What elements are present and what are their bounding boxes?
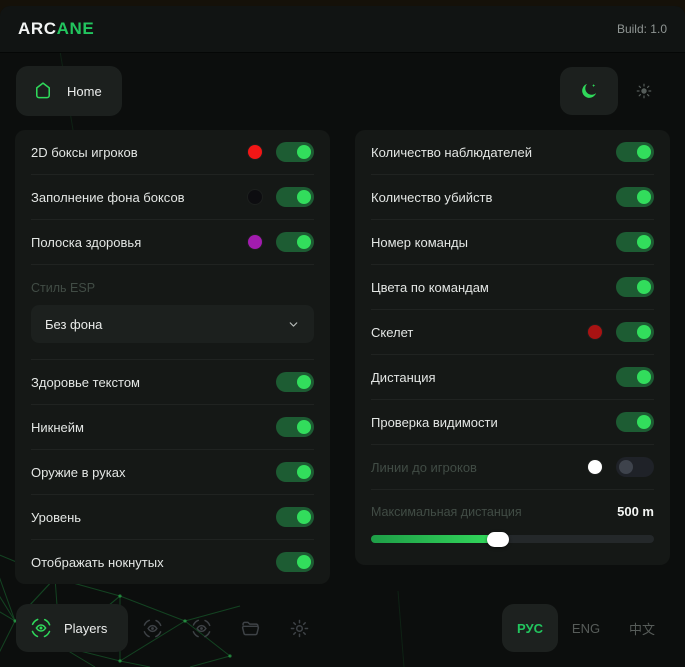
players-tab-button[interactable]: Players bbox=[16, 604, 128, 652]
setting-label: Полоска здоровья bbox=[31, 234, 142, 250]
theme-switcher bbox=[560, 67, 670, 115]
esp-style-group: Стиль ESP Без фона bbox=[31, 264, 314, 359]
setting-row: Уровень bbox=[31, 494, 314, 539]
language-button-chinese[interactable]: 中文 bbox=[628, 621, 655, 637]
setting-row: Количество наблюдателей bbox=[371, 130, 654, 174]
esp-style-label: Стиль ESP bbox=[31, 281, 96, 295]
setting-row: Отображать нокнутых bbox=[31, 539, 314, 584]
footer-toolbar bbox=[128, 604, 324, 652]
setting-row: Линии до игроков bbox=[371, 444, 654, 489]
max-distance-value: 500 m bbox=[617, 504, 654, 519]
setting-label: Номер команды bbox=[371, 234, 468, 250]
toggle-switch[interactable] bbox=[276, 232, 314, 252]
setting-row: Здоровье текстом bbox=[31, 359, 314, 404]
setting-label: Никнейм bbox=[31, 419, 84, 435]
setting-label: Цвета по командам bbox=[371, 279, 489, 295]
setting-label: 2D боксы игроков bbox=[31, 144, 138, 160]
toggle-switch[interactable] bbox=[616, 322, 654, 342]
eye-scan-icon bbox=[191, 618, 212, 639]
setting-row: Заполнение фона боксов bbox=[31, 174, 314, 219]
color-swatch[interactable] bbox=[248, 145, 262, 159]
setting-row: Номер команды bbox=[371, 219, 654, 264]
slider-header: Максимальная дистанция 500 m bbox=[371, 504, 654, 519]
setting-label: Здоровье текстом bbox=[31, 374, 140, 390]
moon-icon bbox=[579, 81, 599, 101]
eye-scan-icon bbox=[142, 618, 163, 639]
setting-row: 2D боксы игроков bbox=[31, 130, 314, 174]
language-switcher: РУС ENG 中文 bbox=[502, 604, 670, 652]
toggle-switch[interactable] bbox=[616, 412, 654, 432]
esp-settings-panel-right: Количество наблюдателей Количество убийс… bbox=[355, 130, 670, 565]
setting-label: Скелет bbox=[371, 324, 414, 340]
toggle-switch[interactable] bbox=[276, 507, 314, 527]
toggle-switch[interactable] bbox=[276, 142, 314, 162]
max-distance-slider[interactable] bbox=[371, 531, 654, 547]
setting-label: Оружие в руках bbox=[31, 464, 126, 480]
aim-tab-button[interactable] bbox=[128, 604, 177, 652]
toggle-switch[interactable] bbox=[616, 232, 654, 252]
setting-label: Отображать нокнутых bbox=[31, 554, 164, 570]
setting-label: Уровень bbox=[31, 509, 82, 525]
color-swatch[interactable] bbox=[248, 235, 262, 249]
home-tab-button[interactable]: Home bbox=[16, 66, 122, 116]
setting-row: Проверка видимости bbox=[371, 399, 654, 444]
setting-label: Линии до игроков bbox=[371, 459, 477, 475]
toggle-switch[interactable] bbox=[276, 462, 314, 482]
toggle-switch[interactable] bbox=[276, 552, 314, 572]
color-swatch[interactable] bbox=[588, 460, 602, 474]
slider-handle[interactable] bbox=[487, 531, 510, 547]
color-swatch[interactable] bbox=[248, 190, 262, 204]
build-version-label: Build: 1.0 bbox=[616, 22, 667, 36]
app-logo: ARCANE bbox=[18, 19, 94, 39]
home-shield-icon bbox=[32, 80, 54, 102]
esp-style-dropdown[interactable]: Без фона bbox=[31, 305, 314, 343]
toggle-switch[interactable] bbox=[616, 457, 654, 477]
light-theme-button[interactable] bbox=[618, 67, 670, 115]
setting-row: Количество убийств bbox=[371, 174, 654, 219]
eye-scan-icon bbox=[30, 617, 52, 639]
setting-row: Скелет bbox=[371, 309, 654, 354]
logo-prefix: ARC bbox=[18, 19, 57, 38]
toggle-switch[interactable] bbox=[616, 187, 654, 207]
chevron-down-icon bbox=[287, 318, 300, 331]
app-window: ARCANE Build: 1.0 Home bbox=[0, 6, 685, 667]
dropdown-selected-value: Без фона bbox=[45, 316, 103, 332]
language-button-rus[interactable]: РУС bbox=[502, 604, 558, 652]
esp-settings-panel-left: 2D боксы игроков Заполнение фона боксов … bbox=[15, 130, 330, 584]
setting-row: Оружие в руках bbox=[31, 449, 314, 494]
toggle-switch[interactable] bbox=[276, 187, 314, 207]
visuals-tab-button[interactable] bbox=[177, 604, 226, 652]
configs-tab-button[interactable] bbox=[226, 604, 275, 652]
setting-row: Полоска здоровья bbox=[31, 219, 314, 264]
toggle-switch[interactable] bbox=[276, 372, 314, 392]
logo-suffix: ANE bbox=[56, 19, 95, 38]
settings-tab-button[interactable] bbox=[275, 604, 324, 652]
folder-icon bbox=[240, 618, 261, 639]
slider-fill bbox=[371, 535, 499, 543]
setting-label: Количество убийств bbox=[371, 189, 493, 205]
gear-icon bbox=[289, 618, 310, 639]
setting-row: Цвета по командам bbox=[371, 264, 654, 309]
setting-row: Никнейм bbox=[31, 404, 314, 449]
home-tab-label: Home bbox=[67, 83, 102, 99]
setting-label: Проверка видимости bbox=[371, 414, 498, 430]
toggle-switch[interactable] bbox=[276, 417, 314, 437]
setting-label: Заполнение фона боксов bbox=[31, 189, 185, 205]
setting-label: Количество наблюдателей bbox=[371, 144, 532, 160]
color-swatch[interactable] bbox=[588, 325, 602, 339]
toggle-switch[interactable] bbox=[616, 367, 654, 387]
players-tab-label: Players bbox=[64, 620, 108, 636]
toggle-switch[interactable] bbox=[616, 142, 654, 162]
setting-row: Дистанция bbox=[371, 354, 654, 399]
setting-label: Дистанция bbox=[371, 369, 436, 385]
dark-theme-button[interactable] bbox=[560, 67, 618, 115]
max-distance-group: Максимальная дистанция 500 m bbox=[371, 489, 654, 565]
language-button-eng[interactable]: ENG bbox=[571, 620, 601, 636]
sun-icon bbox=[635, 82, 653, 100]
max-distance-label: Максимальная дистанция bbox=[371, 504, 522, 519]
toggle-switch[interactable] bbox=[616, 277, 654, 297]
title-bar: ARCANE Build: 1.0 bbox=[0, 6, 685, 53]
